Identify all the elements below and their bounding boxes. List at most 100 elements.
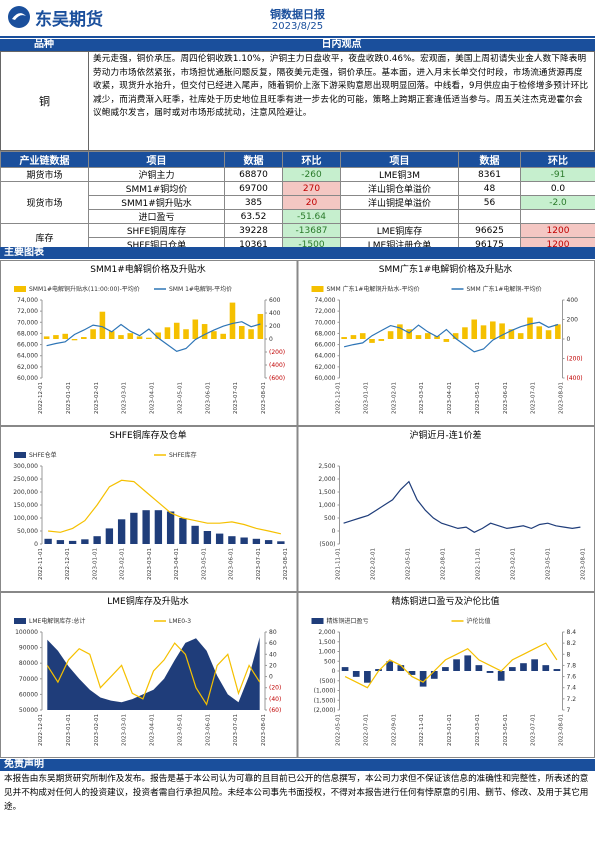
x-tick-label: 2023-01-01 [447, 714, 453, 746]
line [46, 642, 261, 706]
legend-swatch [14, 286, 26, 292]
tick-label: 300,000 [13, 463, 38, 470]
logo-text: 东吴期货 [35, 9, 103, 30]
bar [53, 335, 59, 339]
table-row: 库存 SHFE铜周库存 39228 -13687 LME铜库存 96625 1200 [0, 223, 595, 252]
tick-label: (400) [567, 375, 583, 382]
line [343, 480, 581, 533]
tick-label: (200) [269, 349, 285, 356]
logo-icon [8, 6, 30, 28]
x-tick-label: 2023-08-01 [261, 382, 267, 414]
table-header-cell: 数据 [224, 151, 283, 168]
table-row: 期货市场 沪铜主力 68870 -260 LME铜3M 8361 -91 [0, 167, 595, 182]
tick-label: 72,000 [17, 308, 38, 315]
group-cell: 期货市场 [0, 167, 89, 182]
x-tick-label: 2023-01-01 [66, 382, 72, 414]
line [46, 321, 261, 352]
group-cell: 现货市场 [0, 181, 89, 224]
tick-label: 500 [324, 515, 336, 522]
table-cell: 69700 [224, 181, 283, 196]
bar [90, 329, 96, 339]
x-tick-label: 2023-03-01 [419, 382, 425, 414]
tick-label: (60) [269, 707, 281, 714]
x-tick-label: 2022-12-01 [38, 382, 44, 414]
bar [508, 329, 515, 339]
tick-label: 74,000 [17, 297, 38, 304]
legend-label: SHFE库存 [169, 451, 197, 459]
tick-label: 70,000 [17, 319, 38, 326]
table-cell: 385 [224, 195, 283, 210]
legend-label: LME电解铜库存:总计 [29, 617, 85, 625]
bar [341, 667, 349, 671]
bar [406, 329, 412, 339]
x-tick-label: 2023-07-01 [531, 714, 537, 746]
x-tick-label: 2022-12-01 [38, 714, 44, 746]
charts-panel: SMM1#电解铜价格及升贴水 SMM1#电解铜升贴水(11:00:00)-平均价 S… [0, 260, 595, 758]
bar [369, 339, 375, 343]
bar [257, 313, 264, 339]
chart-frame [0, 260, 298, 426]
tick-label: 1,000 [318, 502, 335, 509]
bar [99, 311, 106, 339]
bar [105, 528, 114, 544]
tick-label: 64,000 [315, 353, 336, 360]
tick-label: 72,000 [315, 308, 336, 315]
bar [387, 331, 394, 339]
bar [264, 540, 273, 544]
tick-label: 200 [269, 323, 281, 330]
x-tick-label: 2023-02-01 [511, 548, 517, 580]
x-tick-label: 2023-06-01 [205, 714, 211, 746]
bar [359, 333, 366, 339]
bar [397, 324, 403, 339]
legend-swatch [14, 618, 26, 624]
chart-title: LME铜库存及升贴水 [107, 595, 188, 607]
bar [424, 333, 431, 339]
line [48, 479, 282, 535]
bar [118, 335, 124, 339]
x-tick-label: 2023-04-01 [174, 548, 180, 580]
tick-label: 68,000 [315, 330, 336, 337]
bar [542, 665, 550, 671]
legend-label: SHFE仓单 [29, 451, 57, 459]
bar [136, 336, 143, 339]
bar [71, 339, 78, 341]
x-tick-label: 2022-11-01 [38, 548, 44, 580]
bar [252, 538, 261, 544]
tick-label: 0 [34, 541, 38, 548]
tick-label: 500 [324, 658, 336, 665]
x-tick-label: 2023-03-01 [122, 382, 128, 414]
tick-label: 200 [567, 317, 579, 324]
empty-cell [520, 209, 595, 224]
x-tick-label: 2023-08-01 [261, 714, 267, 746]
x-tick-label: 2023-03-01 [147, 548, 153, 580]
table-cell: 进口盈亏 [88, 209, 225, 224]
tick-label: 600 [269, 297, 281, 304]
view-header: 品种 日内观点 [0, 39, 595, 51]
bar [215, 533, 224, 544]
table-cell: 洋山铜仓单溢价 [340, 181, 459, 196]
bar [166, 511, 175, 544]
bar [154, 510, 163, 544]
bar [499, 323, 505, 339]
tick-label: 70,000 [315, 319, 336, 326]
tick-label: 60,000 [315, 375, 336, 382]
tick-label: 250,000 [13, 476, 38, 483]
bar [364, 671, 371, 683]
chart-frame [0, 592, 298, 758]
tick-label: 68,000 [17, 330, 38, 337]
tick-label: 62,000 [17, 364, 38, 371]
x-tick-label: 2023-05-01 [177, 382, 183, 414]
table-cell: 20 [282, 195, 341, 210]
x-tick-label: 2023-04-01 [150, 382, 156, 414]
bar [490, 321, 496, 339]
bar [350, 335, 357, 339]
chart-title: SMM1#电解铜价格及升贴水 [90, 263, 206, 275]
bar [146, 337, 152, 339]
x-tick-label: 2023-07-01 [233, 714, 239, 746]
bar [462, 327, 468, 339]
tick-label: 8 [567, 651, 571, 658]
bar [434, 336, 440, 339]
x-tick-label: 2022-11-01 [419, 714, 425, 746]
tick-label: 100000 [15, 629, 38, 636]
x-tick-label: 2022-07-01 [363, 714, 369, 746]
